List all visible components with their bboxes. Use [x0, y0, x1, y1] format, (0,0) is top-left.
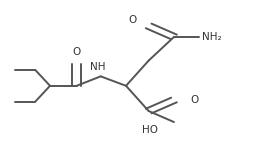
Text: O: O	[128, 15, 137, 25]
Text: NH: NH	[90, 62, 106, 72]
Text: O: O	[73, 47, 81, 57]
Text: HO: HO	[142, 125, 158, 135]
Text: O: O	[190, 95, 198, 105]
Text: NH₂: NH₂	[202, 32, 222, 42]
